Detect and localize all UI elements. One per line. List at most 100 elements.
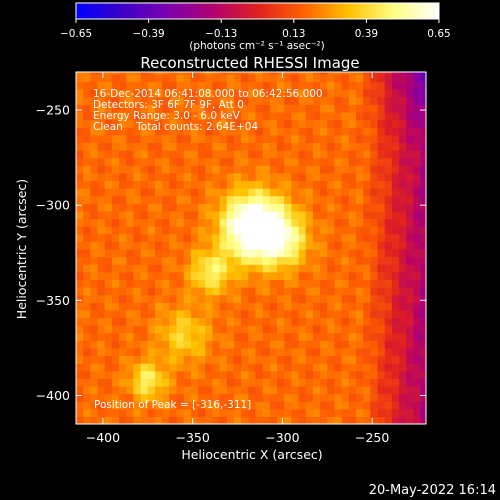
heatmap-cell bbox=[312, 279, 321, 288]
heatmap-cell bbox=[277, 172, 285, 182]
heatmap-cell bbox=[126, 271, 135, 280]
heatmap-cell bbox=[212, 180, 221, 189]
heatmap-cell bbox=[370, 401, 379, 410]
heatmap-cell bbox=[241, 401, 249, 410]
heatmap-cell bbox=[413, 210, 422, 220]
heatmap-cell bbox=[284, 332, 292, 341]
heatmap-cell bbox=[233, 150, 242, 159]
heatmap-cell bbox=[320, 73, 328, 83]
heatmap-cell bbox=[219, 325, 228, 334]
heatmap-cell bbox=[226, 73, 235, 83]
heatmap-cell bbox=[133, 81, 142, 90]
heatmap-cell bbox=[219, 287, 228, 296]
heatmap-cell bbox=[255, 264, 264, 273]
heatmap-cell bbox=[305, 73, 314, 83]
heatmap-cell bbox=[104, 309, 113, 319]
heatmap-cell bbox=[291, 150, 300, 159]
heatmap-cell bbox=[162, 165, 170, 174]
heatmap-cell bbox=[298, 180, 307, 189]
heatmap-cell bbox=[119, 165, 127, 174]
heatmap-cell bbox=[356, 188, 364, 197]
heatmap-cell bbox=[190, 72, 199, 75]
heatmap-cell bbox=[241, 241, 249, 250]
heatmap-cell bbox=[334, 248, 343, 258]
heatmap-cell bbox=[334, 416, 343, 424]
heatmap-cell bbox=[320, 256, 328, 265]
heatmap-cell bbox=[219, 111, 228, 121]
heatmap-cell bbox=[269, 127, 278, 136]
annotation-total-counts: Clean Total counts: 2.64E+04 bbox=[93, 121, 258, 133]
heatmap-cell bbox=[140, 195, 149, 204]
heatmap-cell bbox=[190, 309, 199, 319]
timestamp-footer: 20-May-2022 16:14 bbox=[369, 483, 496, 498]
heatmap-cell bbox=[176, 218, 185, 227]
heatmap-cell bbox=[312, 325, 321, 334]
heatmap-cell bbox=[233, 218, 242, 227]
heatmap-cell bbox=[420, 72, 426, 75]
heatmap-cell bbox=[420, 302, 426, 311]
heatmap-cell bbox=[212, 203, 221, 212]
heatmap-cell bbox=[119, 104, 127, 113]
heatmap-cell bbox=[356, 248, 364, 258]
heatmap-cell bbox=[76, 203, 84, 212]
heatmap-cell bbox=[399, 72, 407, 75]
heatmap-cell bbox=[119, 233, 127, 242]
heatmap-cell bbox=[169, 309, 178, 319]
heatmap-cell bbox=[133, 172, 142, 182]
heatmap-cell bbox=[119, 150, 127, 159]
heatmap-cell bbox=[248, 370, 257, 379]
heatmap-cell bbox=[104, 385, 113, 395]
heatmap-cell bbox=[111, 256, 120, 265]
heatmap-cell bbox=[255, 416, 264, 424]
heatmap-cell bbox=[312, 401, 321, 410]
heatmap-cell bbox=[226, 89, 235, 98]
heatmap-cell bbox=[76, 363, 84, 372]
heatmap-cell bbox=[320, 180, 328, 189]
heatmap-cell bbox=[262, 226, 271, 235]
heatmap-cell bbox=[198, 142, 206, 151]
heatmap-cell bbox=[241, 104, 249, 113]
heatmap-cell bbox=[133, 233, 142, 242]
heatmap-cell bbox=[97, 157, 106, 166]
heatmap-cell bbox=[334, 210, 343, 220]
heatmap-cell bbox=[83, 150, 91, 159]
heatmap-cell bbox=[140, 317, 149, 326]
heatmap-cell bbox=[284, 363, 292, 372]
heatmap-cell bbox=[363, 226, 371, 235]
heatmap-cell bbox=[320, 134, 328, 143]
heatmap-cell bbox=[399, 127, 407, 136]
heatmap-cell bbox=[226, 111, 235, 121]
heatmap-cell bbox=[83, 226, 91, 235]
heatmap-cell bbox=[363, 172, 371, 182]
heatmap-cell bbox=[399, 165, 407, 174]
heatmap-cell bbox=[406, 142, 415, 151]
heatmap-cell bbox=[277, 134, 285, 143]
heatmap-cell bbox=[420, 294, 426, 303]
heatmap-cell bbox=[399, 325, 407, 334]
heatmap-cell bbox=[147, 134, 156, 143]
heatmap-cell bbox=[356, 332, 364, 341]
heatmap-cell bbox=[255, 401, 264, 410]
heatmap-cell bbox=[162, 264, 170, 273]
heatmap-cell bbox=[255, 355, 264, 364]
heatmap-cell bbox=[320, 150, 328, 159]
heatmap-cell bbox=[320, 317, 328, 326]
heatmap-cell bbox=[241, 72, 249, 75]
heatmap-cell bbox=[377, 81, 386, 90]
heatmap-cell bbox=[147, 165, 156, 174]
heatmap-cell bbox=[90, 142, 99, 151]
heatmap-cell bbox=[363, 210, 371, 220]
heatmap-cell bbox=[198, 332, 206, 341]
heatmap-cell bbox=[413, 72, 422, 75]
heatmap-cell bbox=[154, 142, 163, 151]
heatmap-cell bbox=[119, 73, 127, 83]
heatmap-cell bbox=[406, 150, 415, 159]
heatmap-cell bbox=[111, 73, 120, 83]
heatmap-cell bbox=[233, 416, 242, 424]
heatmap-cell bbox=[162, 96, 170, 105]
heatmap-cell bbox=[320, 271, 328, 280]
heatmap-cell bbox=[348, 340, 357, 349]
heatmap-cell bbox=[377, 218, 386, 227]
heatmap-cell bbox=[320, 309, 328, 319]
heatmap-cell bbox=[248, 111, 257, 121]
